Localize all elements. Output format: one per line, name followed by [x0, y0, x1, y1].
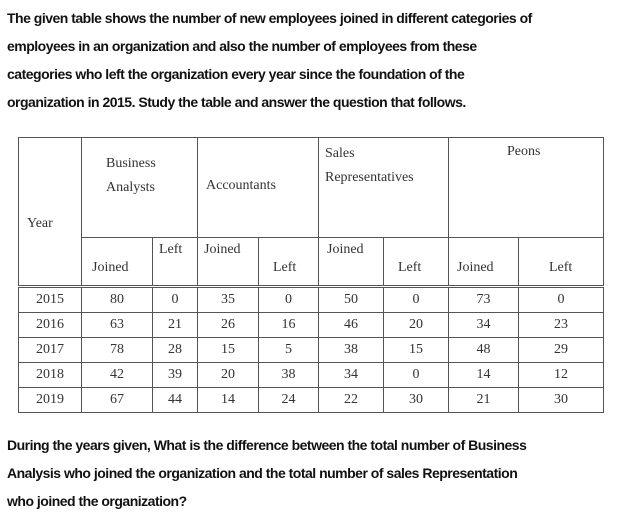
value-cell: 38: [318, 337, 384, 363]
value-cell: 38: [258, 362, 319, 388]
question-line: who joined the organization?: [7, 493, 187, 509]
value-cell: 73: [448, 285, 519, 313]
value-cell: 39: [152, 362, 198, 388]
value-cell: 21: [152, 312, 198, 338]
year-cell: 2015: [18, 285, 82, 313]
question-line: Analysis who joined the organization and…: [7, 465, 518, 481]
value-cell: 63: [81, 312, 153, 338]
value-cell: 29: [518, 337, 604, 363]
question-paragraph: During the years given, What is the diff…: [7, 431, 622, 515]
table-row: 2019 67 44 14 24 22 30 21 30: [18, 387, 604, 413]
intro-line: employees in an organization and also th…: [7, 38, 477, 54]
value-cell: 22: [318, 387, 384, 413]
value-cell: 5: [258, 337, 319, 363]
employee-table: Year Business Analysts Accountants Sales…: [18, 137, 604, 413]
sub-header: Left: [152, 237, 198, 287]
value-cell: 0: [152, 285, 198, 313]
table-row: 2018 42 39 20 38 34 0 14 12: [18, 362, 604, 388]
value-cell: 16: [258, 312, 319, 338]
group-header-peons: Peons: [448, 137, 604, 238]
value-cell: 35: [197, 285, 259, 313]
value-cell: 46: [318, 312, 384, 338]
table-row: 2015 80 0 35 0 50 0 73 0: [18, 285, 604, 313]
group-header-business-analysts: Business Analysts: [81, 137, 198, 238]
year-cell: 2017: [18, 337, 82, 363]
sub-header: Left: [258, 237, 319, 287]
value-cell: 0: [518, 285, 604, 313]
value-cell: 20: [383, 312, 449, 338]
year-cell: 2019: [18, 387, 82, 413]
value-cell: 15: [197, 337, 259, 363]
group-header-sales-representatives: Sales Representatives: [318, 137, 449, 238]
value-cell: 34: [318, 362, 384, 388]
value-cell: 12: [518, 362, 604, 388]
value-cell: 26: [197, 312, 259, 338]
intro-line: The given table shows the number of new …: [7, 10, 532, 26]
sub-header: Joined: [318, 237, 384, 287]
value-cell: 78: [81, 337, 153, 363]
year-header: Year: [18, 137, 82, 287]
sub-header: Left: [518, 237, 604, 287]
sub-header: Joined: [197, 237, 259, 287]
value-cell: 34: [448, 312, 519, 338]
value-cell: 30: [518, 387, 604, 413]
sub-header: Left: [383, 237, 449, 287]
value-cell: 0: [383, 362, 449, 388]
value-cell: 67: [81, 387, 153, 413]
value-cell: 23: [518, 312, 604, 338]
value-cell: 80: [81, 285, 153, 313]
value-cell: 30: [383, 387, 449, 413]
sub-header: Joined: [448, 237, 519, 287]
sub-header: Joined: [81, 237, 153, 287]
intro-line: organization in 2015. Study the table an…: [7, 94, 466, 110]
table-row: 2017 78 28 15 5 38 15 48 29: [18, 337, 604, 363]
value-cell: 14: [448, 362, 519, 388]
value-cell: 0: [258, 285, 319, 313]
value-cell: 50: [318, 285, 384, 313]
value-cell: 0: [383, 285, 449, 313]
value-cell: 21: [448, 387, 519, 413]
value-cell: 15: [383, 337, 449, 363]
table-row: 2016 63 21 26 16 46 20 34 23: [18, 312, 604, 338]
year-cell: 2016: [18, 312, 82, 338]
group-header-accountants: Accountants: [197, 137, 319, 238]
value-cell: 48: [448, 337, 519, 363]
intro-paragraph: The given table shows the number of new …: [7, 4, 622, 116]
value-cell: 28: [152, 337, 198, 363]
value-cell: 24: [258, 387, 319, 413]
value-cell: 14: [197, 387, 259, 413]
value-cell: 42: [81, 362, 153, 388]
question-line: During the years given, What is the diff…: [7, 437, 527, 453]
value-cell: 44: [152, 387, 198, 413]
intro-line: categories who left the organization eve…: [7, 66, 465, 82]
value-cell: 20: [197, 362, 259, 388]
year-cell: 2018: [18, 362, 82, 388]
